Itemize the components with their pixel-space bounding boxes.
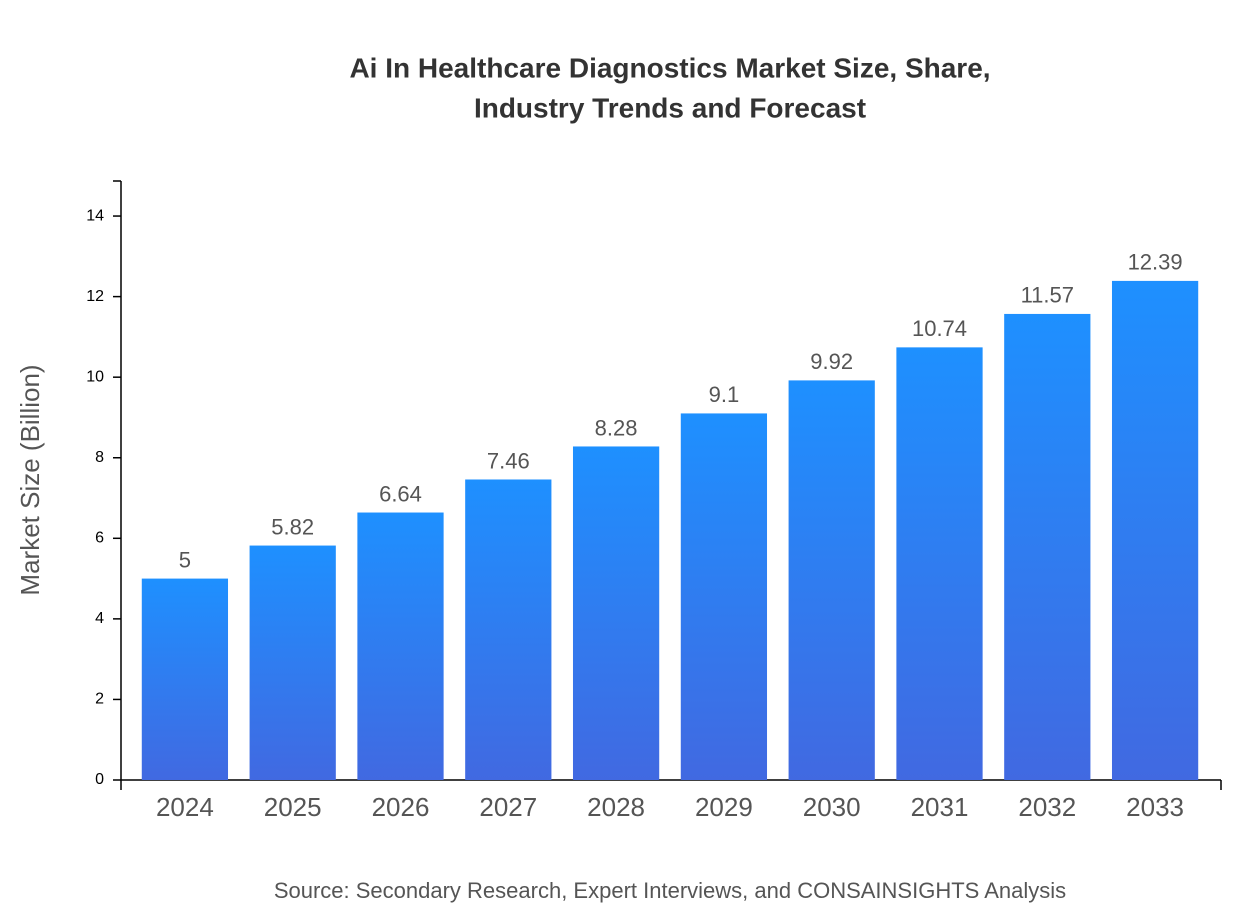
- bar: [1004, 313, 1091, 780]
- value-label: 8.28: [595, 415, 638, 440]
- x-tick-label: 2031: [911, 792, 969, 822]
- x-tick-label: 2026: [372, 792, 430, 822]
- x-tick-label: 2030: [803, 792, 861, 822]
- chart-title: Ai In Healthcare Diagnostics Market Size…: [349, 52, 990, 83]
- source-note: Source: Secondary Research, Expert Inter…: [274, 878, 1066, 903]
- value-label: 9.1: [709, 382, 740, 407]
- x-tick-label: 2027: [479, 792, 537, 822]
- bar: [357, 512, 444, 780]
- y-tick-label: 2: [95, 691, 104, 708]
- x-tick-label: 2028: [587, 792, 645, 822]
- y-tick-label: 6: [95, 530, 104, 547]
- value-label: 11.57: [1021, 283, 1074, 308]
- value-label: 6.64: [379, 481, 422, 506]
- y-tick-label: 10: [86, 368, 104, 385]
- y-tick-label: 0: [95, 771, 104, 788]
- value-label: 5: [179, 547, 191, 572]
- bar: [896, 347, 983, 780]
- y-axis-title: Market Size (Billion): [15, 364, 45, 595]
- x-tick-label: 2024: [156, 792, 214, 822]
- x-tick-label: 2032: [1018, 792, 1076, 822]
- bar: [249, 545, 336, 780]
- y-tick-label: 14: [86, 207, 104, 224]
- value-label: 7.46: [487, 448, 530, 473]
- bar: [1111, 280, 1199, 780]
- bar: [572, 446, 660, 780]
- value-label: 10.74: [912, 316, 967, 341]
- y-tick-label: 4: [95, 610, 104, 627]
- y-tick-label: 12: [86, 288, 104, 305]
- bar: [680, 413, 768, 780]
- bar: [788, 380, 875, 780]
- y-tick-label: 8: [95, 449, 104, 466]
- bar: [141, 578, 229, 780]
- x-tick-label: 2029: [695, 792, 753, 822]
- value-label: 9.92: [810, 349, 853, 374]
- chart-title: Industry Trends and Forecast: [474, 92, 866, 123]
- value-label: 12.39: [1128, 250, 1183, 275]
- bar: [465, 479, 552, 780]
- value-label: 5.82: [271, 514, 314, 539]
- x-tick-label: 2025: [264, 792, 322, 822]
- x-tick-label: 2033: [1126, 792, 1184, 822]
